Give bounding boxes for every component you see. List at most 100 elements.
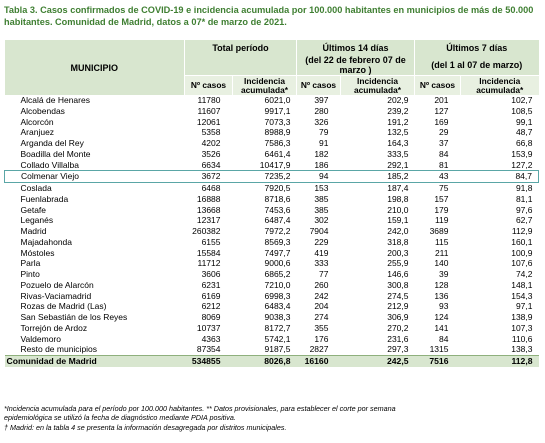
cases-cell: 12061 <box>196 116 221 127</box>
incidence-cell: 6487,4 <box>264 215 291 226</box>
header-last14-range: (del 22 de febrero 07 de marzo ) <box>296 55 415 76</box>
footnotes: *Incidencia acumulada para el período po… <box>4 404 534 432</box>
cases-cell: 179 <box>434 204 449 215</box>
cases-cell: 29 <box>439 127 449 138</box>
header-last14-title: Últimos 14 días <box>296 40 415 55</box>
incidence-cell: 297,3 <box>387 344 409 355</box>
incidence-cell: 7073,3 <box>264 116 291 127</box>
cases-cell: 93 <box>439 301 449 312</box>
incidence-cell: 6021,0 <box>264 95 291 105</box>
incidence-cell: 102,7 <box>511 95 533 105</box>
table-row: Colmenar Viejo 3672 7235,2 94 185,2 43 84,7 <box>4 170 539 183</box>
header-total-period: Total período <box>184 40 297 55</box>
table-row: Majadahonda 6155 8569,3 229 318,8 115 160,1 <box>5 237 539 248</box>
cases-cell: 4202 <box>201 138 221 148</box>
header-municipio: MUNICIPIO <box>4 40 185 95</box>
cases-cell: 2827 <box>309 344 329 355</box>
incidence-cell: 6483,4 <box>264 301 291 312</box>
cases-cell: 397 <box>314 95 329 105</box>
cases-cell: 37 <box>439 138 449 148</box>
cases-cell: 115 <box>434 236 449 247</box>
cases-cell: 10737 <box>196 322 221 333</box>
table-row: Parla 11712 9000,6 333 255,9 140 107,6 <box>5 258 539 269</box>
cases-cell: 201 <box>434 95 449 105</box>
municipio-cell: Resto de municipios <box>20 344 98 355</box>
cases-cell: 119 <box>434 215 449 226</box>
municipio-cell: Aranjuez <box>20 127 55 138</box>
cases-cell: 81 <box>439 159 449 170</box>
incidence-cell: 7497,7 <box>264 247 291 258</box>
table-title: Tabla 3. Casos confirmados de COVID-19 e… <box>4 5 534 27</box>
cases-cell: 6155 <box>201 236 221 247</box>
cases-cell: 6468 <box>201 183 221 193</box>
incidence-cell: 146,6 <box>387 269 409 279</box>
municipio-cell: Leganés <box>20 215 54 226</box>
table-row: San Sebastián de los Reyes 8069 9038,3 274 3… <box>5 312 539 323</box>
incidence-cell: 74,2 <box>515 269 533 279</box>
table-row: Alcorcón 12061 7073,3 326 191,2 169 99,1 <box>5 117 539 128</box>
cases-cell: 1315 <box>429 344 449 355</box>
incidence-cell: 8026,8 <box>232 355 297 367</box>
cases-cell: 3689 <box>429 226 449 236</box>
incidence-cell: 9038,3 <box>264 312 291 322</box>
incidence-cell: 7920,5 <box>264 183 291 193</box>
table-row: Torrejón de Ardoz 10737 8172,7 355 270,2 141 1… <box>5 323 539 334</box>
cases-cell: 534855 <box>184 355 233 367</box>
incidence-cell: 9187,5 <box>264 344 291 355</box>
cases-cell: 204 <box>314 301 329 312</box>
cases-cell: 6231 <box>201 279 221 290</box>
municipio-cell: Colmenar Viejo <box>4 170 185 183</box>
header-ncasos-14d: Nº casos <box>296 75 341 95</box>
cases-cell: 302 <box>314 215 329 226</box>
incidence-cell: 7210,0 <box>264 279 291 290</box>
cases-cell: 260382 <box>192 226 221 236</box>
incidence-cell: 91,8 <box>515 183 533 193</box>
municipio-cell: Parla <box>20 258 41 269</box>
cases-cell: 5358 <box>201 127 221 138</box>
incidence-cell: 306,9 <box>387 312 409 322</box>
incidence-cell: 127,2 <box>511 159 533 170</box>
cases-cell: 260 <box>314 279 329 290</box>
incidence-cell: 202,9 <box>387 95 409 105</box>
incidence-cell: 6998,3 <box>264 290 291 301</box>
incidence-cell: 97,6 <box>515 204 533 215</box>
incidence-cell: 108,5 <box>511 105 533 116</box>
table-row: Getafe 13668 7453,6 385 210,0 179 97,6 <box>5 205 539 216</box>
table-row: Alcobendas 11607 9917,1 280 239,2 127 108,5 <box>5 106 539 117</box>
incidence-cell: 274,5 <box>387 290 409 301</box>
incidence-cell: 333,5 <box>387 148 409 159</box>
table-row: Boadilla del Monte 3526 6461,4 182 333,5 84 15… <box>5 149 539 160</box>
table-row: Fuenlabrada 16888 8718,6 385 198,8 157 81,1 <box>5 194 539 205</box>
table-row: Pinto 3606 6865,2 77 146,6 39 74,2 <box>5 269 539 280</box>
incidence-cell: 99,1 <box>515 116 533 127</box>
incidence-cell: 138,9 <box>511 312 533 322</box>
municipio-cell: Pozuelo de Alarcón <box>20 279 94 290</box>
cases-cell: 140 <box>434 258 449 269</box>
cases-cell: 6212 <box>201 301 221 312</box>
incidence-cell: 292,1 <box>387 159 409 170</box>
header-incidencia-7d: Incidencia acumulada* <box>460 75 539 95</box>
cases-cell: 3672 <box>184 170 233 183</box>
cases-cell: 274 <box>314 312 329 322</box>
table-row: Madrid 260382 7972,2 7904 242,0 3689 112,9 <box>5 226 539 237</box>
incidence-cell: 8172,7 <box>264 322 291 333</box>
incidence-cell: 164,3 <box>387 138 409 148</box>
incidence-cell: 9000,6 <box>264 258 291 269</box>
cases-cell: 385 <box>314 204 329 215</box>
table-row: Alcalá de Henares 11780 6021,0 397 202,9 201 1… <box>5 95 539 106</box>
cases-cell: 94 <box>296 170 341 183</box>
incidence-cell: 318,8 <box>387 236 409 247</box>
incidence-cell: 132,5 <box>387 127 409 138</box>
incidence-cell: 153,9 <box>511 148 533 159</box>
table-row: Rivas-Vaciamadrid 6169 6998,3 242 274,5 136 15… <box>5 291 539 302</box>
cases-cell: 280 <box>314 105 329 116</box>
cases-cell: 87354 <box>196 344 221 355</box>
cases-cell: 242 <box>314 290 329 301</box>
table-row: Móstoles 15584 7497,7 419 200,3 211 100,9 <box>5 248 539 259</box>
cases-cell: 11780 <box>197 95 221 105</box>
cases-cell: 13668 <box>196 204 221 215</box>
incidence-cell: 198,8 <box>387 193 409 204</box>
municipio-cell: Getafe <box>20 204 47 215</box>
incidence-cell: 100,9 <box>511 247 533 258</box>
incidence-cell: 84,7 <box>460 170 539 183</box>
